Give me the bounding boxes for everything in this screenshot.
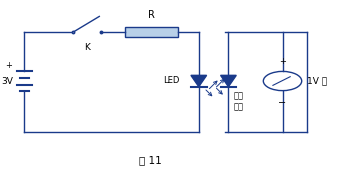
Text: −: − <box>279 98 287 108</box>
Polygon shape <box>221 75 236 87</box>
Text: 图 11: 图 11 <box>138 155 161 165</box>
Text: R: R <box>148 10 155 20</box>
Text: 3V: 3V <box>2 77 13 86</box>
Text: +: + <box>279 57 286 66</box>
Polygon shape <box>191 75 207 87</box>
Text: +: + <box>5 61 12 70</box>
Text: 1V 挡: 1V 挡 <box>307 77 327 86</box>
Text: 硅光
电池: 硅光 电池 <box>234 92 244 112</box>
Text: LED: LED <box>163 76 180 85</box>
Circle shape <box>263 71 302 91</box>
Bar <box>125 27 178 37</box>
Text: K: K <box>84 43 90 52</box>
